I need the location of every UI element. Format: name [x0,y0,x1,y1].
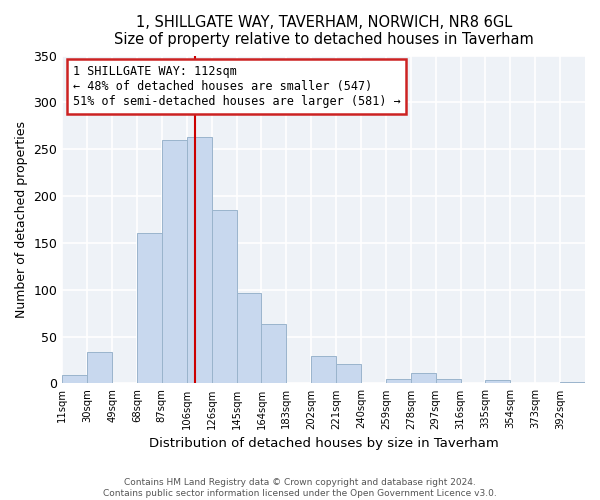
X-axis label: Distribution of detached houses by size in Taverham: Distribution of detached houses by size … [149,437,499,450]
Bar [411,373,436,384]
Bar [386,378,411,384]
Bar [137,232,162,384]
Title: 1, SHILLGATE WAY, TAVERHAM, NORWICH, NR8 6GL
Size of property relative to detach: 1, SHILLGATE WAY, TAVERHAM, NORWICH, NR8… [114,15,533,48]
Y-axis label: Number of detached properties: Number of detached properties [15,121,28,318]
Bar [311,356,336,384]
Bar [262,324,286,384]
Bar [236,292,262,384]
Bar [62,375,87,384]
Bar [336,364,361,384]
Bar [187,137,212,384]
Bar [560,382,585,384]
Bar [485,380,511,384]
Bar [212,210,236,384]
Bar [87,352,112,384]
Bar [436,378,461,384]
Bar [162,140,187,384]
Text: 1 SHILLGATE WAY: 112sqm
← 48% of detached houses are smaller (547)
51% of semi-d: 1 SHILLGATE WAY: 112sqm ← 48% of detache… [73,66,400,108]
Text: Contains HM Land Registry data © Crown copyright and database right 2024.
Contai: Contains HM Land Registry data © Crown c… [103,478,497,498]
